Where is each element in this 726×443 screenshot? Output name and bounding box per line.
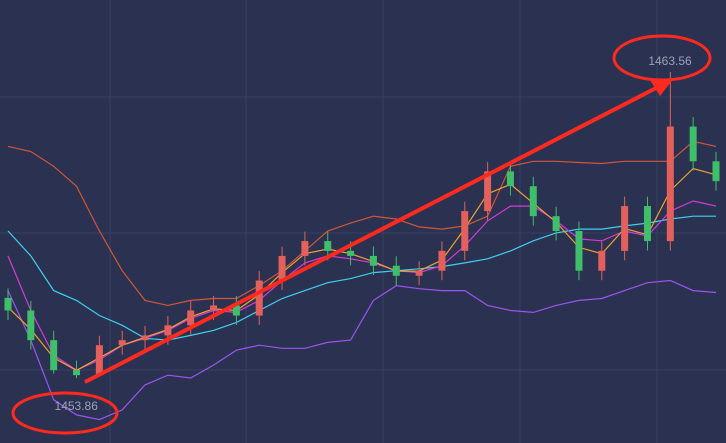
candle-body	[552, 216, 560, 231]
highlight-circle	[11, 391, 119, 435]
candle-body	[50, 340, 58, 371]
candle-body	[484, 171, 492, 212]
candle-body	[187, 310, 195, 326]
candle-body	[666, 126, 674, 242]
candle-body	[255, 280, 263, 316]
candle-body	[392, 265, 400, 276]
candle-body	[324, 241, 332, 251]
candle-body	[438, 250, 446, 271]
candle-body	[461, 211, 469, 251]
candle-body	[347, 250, 355, 256]
annotations	[11, 34, 712, 435]
indicator-line	[7, 279, 717, 421]
min-price-label: 1453.86	[55, 399, 99, 413]
max-price-label: 1463.56	[648, 54, 692, 68]
candle-body	[141, 335, 149, 341]
candle-body	[118, 340, 126, 346]
candle-body	[415, 270, 423, 276]
candle-body	[301, 241, 309, 256]
candle-body	[529, 186, 537, 217]
indicator-line	[7, 200, 717, 371]
candle-body	[73, 370, 81, 376]
candle-body	[621, 206, 629, 251]
trend-arrow	[84, 84, 661, 384]
indicator-line	[7, 140, 717, 307]
candle-body	[210, 305, 218, 311]
candle-body	[575, 230, 583, 271]
highlight-circle	[612, 34, 712, 82]
arrow-head	[650, 78, 674, 96]
indicator-line	[7, 167, 717, 372]
candle-body	[278, 255, 286, 281]
candle-body	[689, 126, 697, 162]
candle-body	[95, 345, 103, 376]
candle-body	[27, 310, 35, 341]
candle-body	[369, 255, 377, 266]
indicator-line	[7, 215, 716, 341]
candle-body	[4, 297, 12, 311]
candle-body	[164, 325, 172, 336]
candle-body	[712, 161, 720, 182]
candle-body	[506, 171, 514, 187]
candle-body	[232, 305, 240, 316]
candle-body	[598, 250, 606, 271]
plot	[4, 72, 720, 421]
candle-body	[643, 206, 651, 242]
